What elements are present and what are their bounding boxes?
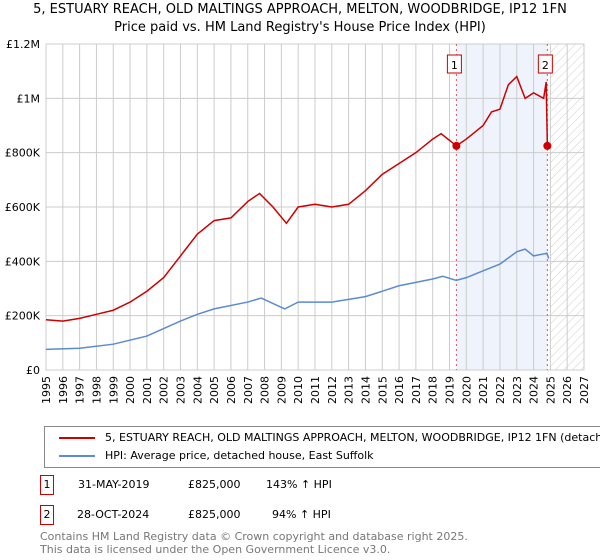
x-tick-label: 2026 [561, 376, 574, 404]
x-tick-label: 2008 [259, 376, 272, 404]
transaction-badge: 2 [40, 505, 54, 525]
x-tick-label: 2022 [494, 376, 507, 404]
chart-title: 5, ESTUARY REACH, OLD MALTINGS APPROACH,… [33, 2, 567, 17]
x-tick-label: 2021 [477, 376, 490, 404]
x-tick-label: 2011 [309, 376, 322, 404]
x-tick-label: 2018 [427, 376, 440, 404]
x-tick-label: 2025 [544, 376, 557, 404]
x-tick-label: 1997 [74, 376, 87, 404]
transaction-price: £825,000 [188, 478, 241, 491]
footer: Contains HM Land Registry data © Crown c… [40, 530, 468, 556]
x-tick-label: 2019 [444, 376, 457, 404]
legend: 5, ESTUARY REACH, OLD MALTINGS APPROACH,… [44, 426, 600, 468]
footer-line: This data is licensed under the Open Gov… [40, 543, 391, 556]
transaction-price: £825,000 [188, 508, 241, 521]
legend-label-property: 5, ESTUARY REACH, OLD MALTINGS APPROACH,… [105, 431, 600, 444]
transaction-date: 31-MAY-2019 [78, 478, 150, 491]
y-tick-label: £1M [17, 92, 41, 105]
sale-point [452, 141, 461, 150]
y-tick-label: £200K [5, 310, 41, 323]
x-tick-label: 2007 [242, 376, 255, 404]
transaction-date: 28-OCT-2024 [77, 508, 150, 521]
x-tick-label: 2020 [460, 376, 473, 404]
hpi-line [45, 248, 550, 351]
x-tick-label: 2024 [528, 376, 541, 404]
x-tick-label: 1999 [107, 376, 120, 404]
y-tick-label: £600K [5, 201, 41, 214]
legend-swatch-property [59, 436, 95, 439]
x-tick-label: 2003 [175, 376, 188, 404]
x-tick-label: 2005 [208, 376, 221, 404]
marker-label: 2 [542, 59, 549, 72]
transaction-hpi: 143% ↑ HPI [266, 478, 332, 491]
x-tick-label: 2006 [225, 376, 238, 404]
x-tick-label: 2009 [275, 376, 288, 404]
plot-frame [45, 43, 585, 371]
price-chart: 1995 1996 1997 1998 1999 2000 2001 2002 2003 2004… [5, 38, 591, 404]
x-tick-label: 2023 [511, 376, 524, 404]
x-tick-label: 2010 [292, 376, 305, 404]
x-tick-label: 2027 [578, 376, 591, 404]
y-tick-label: £800K [5, 147, 41, 160]
y-tick-label: £1.2M [6, 38, 40, 51]
x-tick-label: 1995 [40, 376, 53, 404]
legend-swatch-hpi [59, 454, 95, 457]
x-tick-label: 2017 [410, 376, 423, 404]
y-tick-label: £0 [26, 364, 40, 377]
x-tick-label: 2002 [158, 376, 171, 404]
transaction-badge: 1 [40, 475, 54, 495]
x-tick-label: 2004 [191, 376, 204, 404]
legend-label-hpi: HPI: Average price, detached house, East… [105, 449, 374, 462]
x-tick-label: 2015 [376, 376, 389, 404]
x-tick-label: 2013 [343, 376, 356, 404]
marker-label: 1 [451, 59, 458, 72]
x-tick-label: 2000 [124, 376, 137, 404]
y-tick-label: £400K [5, 255, 41, 268]
sale-point [543, 141, 552, 150]
x-tick-label: 2014 [359, 376, 372, 404]
property-price-line [45, 75, 551, 322]
x-tick-label: 1996 [57, 376, 70, 404]
marker-badge [446, 54, 462, 74]
x-tick-label: 2012 [326, 376, 339, 404]
x-tick-label: 2001 [141, 376, 154, 404]
x-tick-label: 1998 [90, 376, 103, 404]
transaction-hpi: 94% ↑ HPI [272, 508, 331, 521]
chart-subtitle: Price paid vs. HM Land Registry's House … [114, 20, 486, 35]
x-tick-label: 2016 [393, 376, 406, 404]
marker-badge [537, 54, 553, 74]
footer-line: Contains HM Land Registry data © Crown c… [40, 530, 468, 543]
